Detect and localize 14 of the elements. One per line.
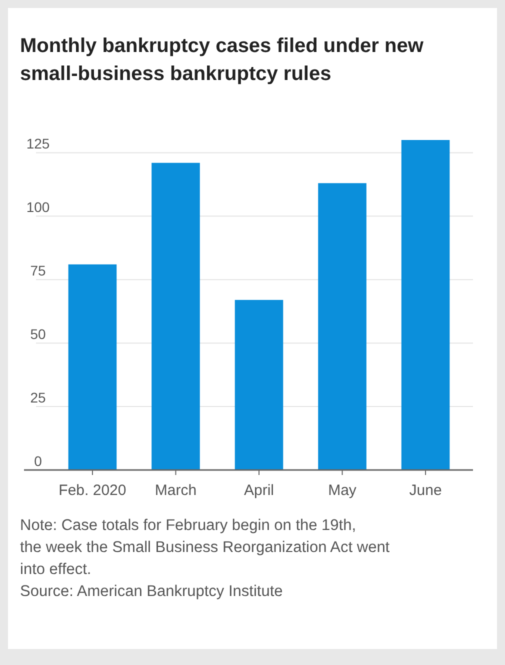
x-tick-label: March bbox=[154, 482, 197, 499]
x-tick-label: June bbox=[409, 482, 442, 499]
source-note: Source: American Bankruptcy Institute bbox=[20, 583, 283, 600]
x-tick-label: Feb. 2020 bbox=[58, 482, 126, 499]
x-tick-label: May bbox=[328, 482, 357, 499]
x-tick-label: April bbox=[244, 482, 274, 499]
y-tick-label: 125 bbox=[26, 136, 50, 152]
chart-title: Monthly bankruptcy cases filed under new small-business bankruptcy rules bbox=[20, 35, 424, 85]
y-tick-label: 75 bbox=[30, 262, 46, 279]
y-tick-label: 25 bbox=[30, 390, 46, 406]
y-tick-label: 0 bbox=[34, 453, 42, 469]
y-tick-label: 50 bbox=[30, 326, 46, 342]
y-tick-label: 100 bbox=[26, 199, 50, 216]
text: Note: Case totals for February begin on the 19th, the week the Small Business Reorganization Act went into effect. bbox=[20, 517, 390, 578]
